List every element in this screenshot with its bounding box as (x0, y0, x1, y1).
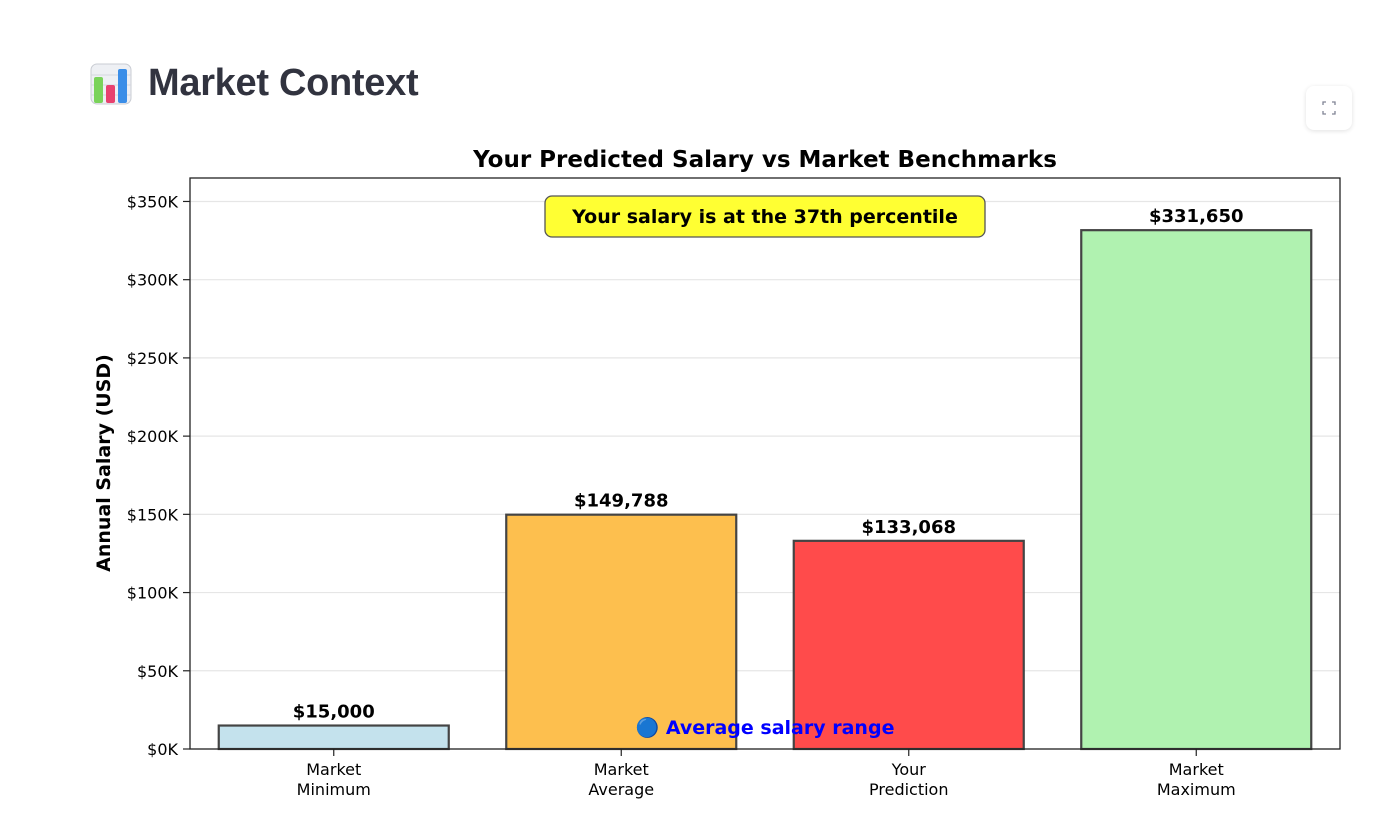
x-tick-label: Market (1169, 760, 1224, 779)
bar (505, 513, 738, 751)
section-header: Market Context (90, 62, 419, 105)
y-tick-label: $50K (137, 662, 179, 681)
bar (1080, 229, 1313, 751)
y-axis-ticks: $0K $50K $100K $150K $200K $250K $300K $350K (127, 192, 190, 759)
y-tick-label: $200K (127, 427, 179, 446)
x-tick-label: Prediction (869, 780, 948, 799)
bars (217, 229, 1313, 751)
y-tick-label: $100K (127, 584, 179, 603)
fullscreen-icon (1322, 101, 1336, 115)
bar (217, 724, 450, 751)
chart-title: Your Predicted Salary vs Market Benchmar… (472, 147, 1057, 173)
y-axis-label: Annual Salary (USD) (93, 354, 115, 572)
x-tick-label: Market (306, 760, 361, 779)
fullscreen-button[interactable] (1306, 86, 1352, 130)
bar-value-label: $149,788 (574, 491, 669, 512)
x-tick-label: Maximum (1157, 780, 1236, 799)
percentile-annotation-box (544, 195, 986, 238)
y-tick-label: $0K (147, 740, 178, 759)
value-labels: $15,000 $149,788 $133,068 $331,650 (293, 206, 1244, 722)
plot-frame (189, 177, 1341, 750)
percentile-annotation-text: Your salary is at the 37th percentile (571, 206, 958, 228)
x-tick-label: Your (891, 760, 927, 779)
y-tick-label: $250K (127, 349, 179, 368)
bar-chart-icon (90, 63, 132, 104)
bar-value-label: $331,650 (1149, 206, 1244, 227)
page-title: Market Context (148, 62, 419, 104)
x-tick-label: Market (594, 760, 649, 779)
range-note: 🔵 Average salary range (636, 716, 895, 739)
percentile-annotation: Your salary is at the 37th percentile (544, 195, 986, 238)
y-tick-label: $300K (127, 271, 179, 290)
x-tick-label: Average (588, 780, 654, 799)
y-tick-label: $150K (127, 505, 179, 524)
x-tick-label: Minimum (297, 780, 371, 799)
y-tick-label: $350K (127, 192, 179, 211)
x-axis-ticks: MarketMinimumMarketAverageYourPrediction… (297, 749, 1236, 799)
bar-value-label: $133,068 (861, 517, 956, 538)
bar-value-label: $15,000 (293, 702, 375, 723)
